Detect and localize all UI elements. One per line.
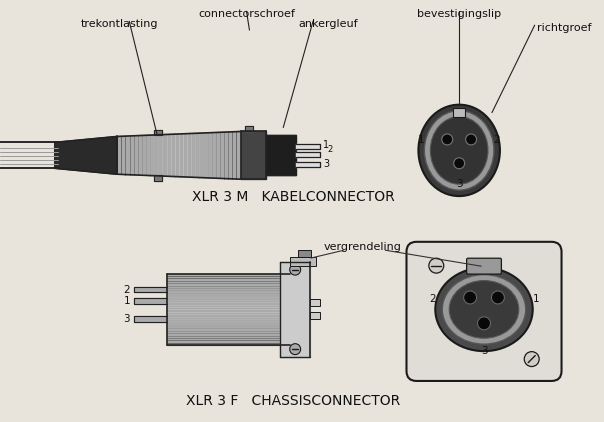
Polygon shape	[55, 136, 117, 174]
Circle shape	[429, 258, 444, 273]
Text: 3: 3	[456, 179, 463, 189]
Text: connectorschroef: connectorschroef	[198, 9, 295, 19]
Polygon shape	[240, 132, 266, 179]
Circle shape	[454, 158, 464, 169]
Text: 2: 2	[327, 145, 332, 154]
Ellipse shape	[449, 281, 519, 338]
Polygon shape	[310, 312, 320, 319]
Text: 1: 1	[532, 295, 539, 304]
Polygon shape	[167, 273, 290, 345]
Bar	[453, 108, 465, 116]
Ellipse shape	[442, 275, 525, 344]
Text: 1: 1	[418, 135, 425, 146]
Polygon shape	[296, 152, 320, 157]
Polygon shape	[245, 125, 254, 132]
Circle shape	[290, 264, 301, 275]
Polygon shape	[310, 300, 320, 306]
Text: 1: 1	[323, 141, 329, 150]
Circle shape	[466, 134, 477, 145]
Text: vergrendeling: vergrendeling	[324, 242, 402, 252]
FancyBboxPatch shape	[406, 242, 562, 381]
Circle shape	[290, 344, 301, 354]
Polygon shape	[154, 130, 162, 135]
Text: 2: 2	[124, 284, 130, 295]
Text: richtgroef: richtgroef	[537, 23, 591, 33]
Circle shape	[464, 291, 477, 304]
Polygon shape	[134, 287, 167, 292]
Circle shape	[524, 352, 539, 367]
Text: XLR 3 F   CHASSISCONNECTOR: XLR 3 F CHASSISCONNECTOR	[186, 394, 400, 408]
Polygon shape	[280, 262, 310, 357]
Text: bevestigingslip: bevestigingslip	[417, 9, 501, 19]
FancyBboxPatch shape	[467, 258, 501, 274]
Polygon shape	[134, 298, 167, 304]
Circle shape	[478, 317, 490, 330]
Ellipse shape	[419, 105, 500, 196]
Text: ankergleuf: ankergleuf	[298, 19, 358, 29]
Text: 3: 3	[323, 159, 329, 169]
Circle shape	[492, 291, 504, 304]
Text: 3: 3	[124, 314, 130, 325]
Polygon shape	[134, 316, 167, 322]
Circle shape	[442, 134, 453, 145]
Text: 1: 1	[124, 296, 130, 306]
Polygon shape	[290, 257, 316, 266]
Text: 3: 3	[481, 346, 487, 356]
Polygon shape	[298, 250, 311, 257]
Polygon shape	[154, 175, 162, 181]
Text: trekontlasting: trekontlasting	[80, 19, 158, 29]
Ellipse shape	[430, 116, 488, 184]
Text: 2: 2	[493, 135, 500, 146]
Polygon shape	[296, 144, 320, 149]
Polygon shape	[117, 132, 240, 179]
Polygon shape	[266, 135, 296, 175]
Text: XLR 3 M   KABELCONNECTOR: XLR 3 M KABELCONNECTOR	[192, 190, 394, 204]
Text: 2: 2	[429, 295, 435, 304]
Polygon shape	[296, 162, 320, 167]
Ellipse shape	[425, 111, 494, 190]
Ellipse shape	[435, 268, 533, 351]
